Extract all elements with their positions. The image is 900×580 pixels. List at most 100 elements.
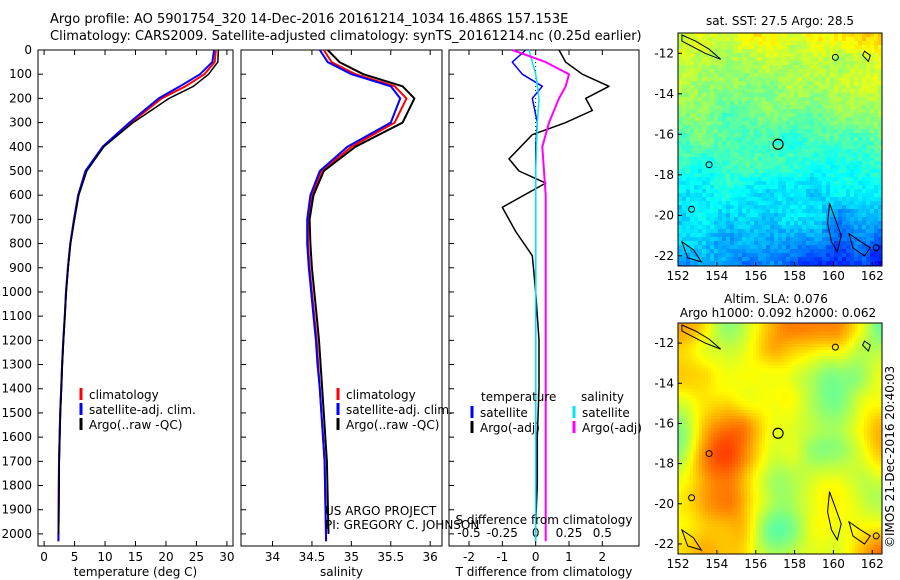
sst-coastline: [848, 232, 872, 257]
sla-subtitle: Argo h1000: 0.092 h2000: 0.062: [680, 306, 876, 320]
sla-coastline: [848, 520, 872, 545]
difference-legend-entry: Argo(-adj): [582, 421, 642, 435]
project-credit: US ARGO PROJECT: [325, 504, 437, 518]
t-difference-xtick-label: 2: [599, 550, 607, 564]
depth-tick-label: 1800: [1, 479, 32, 493]
sst-xtick-label: 156: [744, 269, 767, 283]
sst-ytick-label: -12: [654, 46, 674, 60]
temperature-xtick-label: 30: [219, 550, 234, 564]
t-difference-xlabel: T difference from climatology: [455, 565, 633, 579]
climatology-title: Climatology: CARS2009. Satellite-adjuste…: [50, 29, 642, 44]
temperature-series-2: [57, 49, 220, 534]
sst-ytick-label: -14: [654, 87, 674, 101]
sst-field: [678, 33, 882, 266]
sst-coastline: [681, 34, 722, 60]
temperature-plot-frame: [37, 49, 234, 547]
sst-xtick-label: 162: [861, 269, 884, 283]
temperature-legend-entry: climatology: [89, 388, 159, 402]
depth-tick-label: 1400: [1, 382, 32, 396]
sst-argo-location: [772, 138, 784, 150]
salinity-xtick-label: 34.5: [299, 550, 326, 564]
sst-title: sat. SST: 27.5 Argo: 28.5: [706, 14, 854, 28]
temperature-series-0: [57, 49, 217, 542]
sla-coastline: [827, 491, 842, 542]
depth-tick-label: 800: [9, 237, 32, 251]
sla-map: 152 154 156 158 160 162 -12 -14 -16 -18 -20 -22: [654, 322, 884, 571]
salinity-xtick-label: 35.5: [377, 550, 404, 564]
sla-ytick-label: -16: [654, 416, 674, 430]
sla-title: Altim. SLA: 0.076: [724, 292, 828, 306]
sst-ytick-label: -18: [654, 168, 674, 182]
sst-xtick-label: 154: [705, 269, 728, 283]
temperature-legend-entry: satellite-adj. clim.: [89, 403, 196, 417]
sla-reef: [705, 450, 713, 458]
difference-legend-entry: satellite: [582, 406, 630, 420]
difference-legend-entry: satellite: [480, 406, 528, 420]
sla-xtick-label: 154: [705, 557, 728, 571]
sst-xtick-label: 160: [822, 269, 845, 283]
profile-title: Argo profile: AO 5901754_320 14-Dec-2016…: [50, 12, 569, 27]
temperature-xtick-label: 20: [158, 550, 173, 564]
depth-tick-label: 0: [24, 43, 32, 57]
temperature-xtick-label: 5: [71, 550, 79, 564]
sla-xtick-label: 158: [783, 557, 806, 571]
sst-ytick-label: -16: [654, 127, 674, 141]
depth-tick-label: 300: [9, 116, 32, 130]
sla-xtick-label: 156: [744, 557, 767, 571]
s-difference-xtick-label: -0.5: [457, 526, 480, 540]
sla-reef: [688, 494, 696, 502]
sla-reef: [831, 343, 839, 351]
difference-series-3: [511, 49, 570, 542]
legend-salinity-title: salinity: [581, 390, 624, 404]
s-difference-xtick-label: -0.25: [487, 526, 518, 540]
temperature-xtick-label: 25: [189, 550, 204, 564]
depth-tick-label: 200: [9, 91, 32, 105]
sst-reef: [688, 205, 696, 213]
depth-tick-label: 1200: [1, 333, 32, 347]
sst-frame: [677, 32, 883, 267]
salinity-series-0: [307, 49, 408, 542]
salinity-legend-entry: climatology: [346, 388, 416, 402]
sst-ytick-label: -20: [654, 208, 674, 222]
depth-tick-label: 1900: [1, 503, 32, 517]
sst-reef: [831, 53, 839, 61]
sst-reef: [872, 244, 880, 252]
depth-tick-label: 100: [9, 67, 32, 81]
sla-frame: [677, 322, 883, 555]
depth-tick-label: 500: [9, 164, 32, 178]
sla-ytick-label: -18: [654, 457, 674, 471]
sla-argo-location: [772, 427, 784, 439]
sla-reef: [872, 532, 880, 540]
s-difference-xtick-label: 0.5: [593, 526, 612, 540]
salinity-plot-frame: [240, 49, 443, 547]
temperature-legend-entry: Argo(..raw -QC): [89, 418, 182, 432]
sla-coastline: [681, 324, 722, 350]
salinity-legend-entry: Argo(..raw -QC): [346, 418, 439, 432]
depth-tick-label: 900: [9, 261, 32, 275]
salinity-xtick-label: 35: [344, 550, 359, 564]
sla-xtick-label: 162: [861, 557, 884, 571]
depth-tick-label: 1600: [1, 430, 32, 444]
sla-ytick-label: -22: [654, 537, 674, 551]
sst-xtick-label: 158: [783, 269, 806, 283]
s-difference-xlabel: S difference from climatology: [456, 513, 633, 527]
sst-reef: [705, 161, 713, 169]
depth-tick-label: 2000: [1, 527, 32, 541]
difference-series-1: [501, 49, 610, 542]
temperature-xtick-label: 15: [128, 550, 143, 564]
sla-coastline: [680, 528, 703, 551]
salinity-series-2: [308, 49, 416, 534]
pi-credit: PI: GREGORY C. JOHNSON: [325, 518, 479, 532]
s-difference-xtick-label: 0.25: [556, 526, 583, 540]
t-difference-xtick-label: -1: [496, 550, 508, 564]
sla-coastline: [861, 340, 871, 353]
depth-tick-label: 1000: [1, 285, 32, 299]
t-difference-xtick-label: 1: [565, 550, 573, 564]
sla-ytick-label: -12: [654, 336, 674, 350]
salinity-xtick-label: 34: [265, 550, 280, 564]
depth-tick-label: 700: [9, 212, 32, 226]
temperature-xtick-label: 10: [97, 550, 112, 564]
sst-ytick-label: -22: [654, 249, 674, 263]
salinity-xtick-label: 36: [423, 550, 438, 564]
salinity-legend-entry: satellite-adj. clim.: [346, 403, 453, 417]
